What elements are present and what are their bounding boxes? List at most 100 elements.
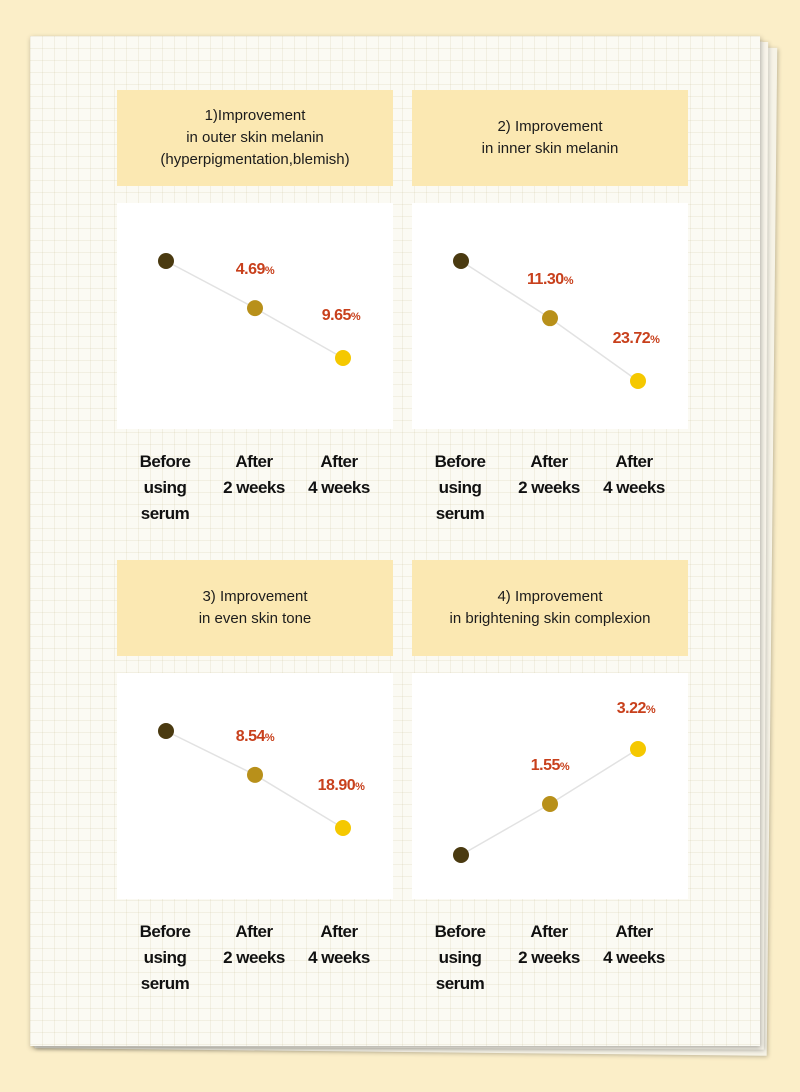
data-label-value: 1.55 [531, 757, 561, 774]
x-axis-labels: Before using serum After 2 weeks After 4 weeks [412, 449, 688, 529]
x-tick-label-line: 4 weeks [603, 478, 665, 497]
data-point-1 [158, 723, 174, 739]
line-chart: 11.30%23.72% [453, 253, 661, 389]
x-tick-label-1: Before using serum [415, 449, 505, 527]
data-label-unit: % [564, 275, 574, 287]
x-tick-label-line: using [143, 948, 187, 967]
x-tick-label-line: serum [140, 974, 190, 993]
data-label-unit: % [560, 761, 570, 773]
x-tick-label-line: After [235, 452, 273, 471]
x-tick-label-line: serum [435, 504, 485, 523]
data-label-value: 4.69 [236, 261, 266, 278]
chart-title-line: 2) Improvement [497, 118, 603, 135]
x-tick-label-line: using [438, 948, 482, 967]
data-point-3 [335, 820, 351, 836]
line-chart: 1.55%3.22% [453, 700, 656, 863]
chart-title-line: in outer skin melanin [186, 129, 324, 146]
data-label-value: 9.65 [322, 307, 352, 324]
data-point-2 [542, 795, 558, 812]
x-tick-label-1: Before using serum [415, 919, 505, 997]
x-tick-label-line: serum [435, 974, 485, 993]
x-tick-label-2: After 2 weeks [209, 919, 299, 971]
x-tick-label-line: After [530, 452, 568, 471]
data-label-3: 3.22% [617, 700, 656, 717]
x-tick-label-line: using [143, 478, 187, 497]
x-tick-label-1: Before using serum [120, 449, 210, 527]
chart-title: 4) Improvement in brightening skin comple… [412, 560, 688, 656]
data-label-value: 18.90 [318, 777, 356, 794]
plot-area: 8.54% 18.90% [117, 673, 393, 899]
plot-area: 11.30% 23.72% [412, 203, 688, 429]
chart-title-line: in even skin tone [198, 610, 312, 627]
chart-title-line: 1)Improvement [204, 107, 306, 124]
data-label-value: 3.22 [617, 700, 647, 717]
data-point-1 [158, 253, 174, 269]
data-label-unit: % [265, 732, 275, 744]
x-tick-label-line: After [615, 452, 653, 471]
data-label-value: 8.54 [236, 728, 266, 745]
x-tick-label-line: Before [139, 922, 191, 941]
data-label-2: 11.30% [527, 271, 574, 288]
plot-area: 4.69% 9.65% [117, 203, 393, 429]
x-tick-label-line: After [320, 922, 358, 941]
x-tick-label-line: 2 weeks [518, 478, 580, 497]
chart-title-line: in brightening skin complexion [449, 610, 651, 627]
x-tick-label-line: Before [434, 922, 486, 941]
data-label-2: 4.69% [236, 261, 275, 278]
x-tick-label-2: After 2 weeks [209, 449, 299, 501]
data-point-1 [453, 847, 469, 863]
line-chart: 8.54%18.90% [158, 723, 366, 836]
data-label-value: 11.30 [527, 271, 564, 288]
data-label-unit: % [355, 781, 365, 793]
data-point-3 [630, 741, 646, 757]
x-tick-label-1: Before using serum [120, 919, 210, 997]
data-point-3 [630, 373, 646, 389]
data-label-3: 18.90% [318, 777, 366, 794]
data-label-unit: % [351, 311, 361, 323]
x-axis-labels: Before using serum After 2 weeks After 4 weeks [412, 919, 688, 999]
data-label-unit: % [650, 334, 660, 346]
data-label-3: 23.72% [613, 330, 661, 347]
data-point-1 [453, 253, 469, 269]
plot-area: 1.55% 3.22% [412, 673, 688, 899]
x-tick-label-line: Before [139, 452, 191, 471]
chart-title: 2) Improvement in inner skin melanin [412, 90, 688, 186]
x-tick-label-line: 4 weeks [308, 948, 370, 967]
data-point-3 [335, 350, 351, 366]
x-tick-label-line: using [438, 478, 482, 497]
x-axis-labels: Before using serum After 2 weeks After 4 weeks [117, 449, 393, 529]
x-tick-label-line: After [320, 452, 358, 471]
x-tick-label-2: After 2 weeks [504, 919, 594, 971]
data-point-2 [247, 300, 263, 317]
data-point-2 [247, 766, 263, 783]
data-label-value: 23.72 [613, 330, 651, 347]
x-tick-label-3: After 4 weeks [589, 919, 679, 971]
x-tick-label-line: 4 weeks [308, 478, 370, 497]
x-tick-label-3: After 4 weeks [294, 449, 384, 501]
line-chart: 4.69%9.65% [158, 253, 361, 366]
x-tick-label-line: After [615, 922, 653, 941]
data-label-unit: % [646, 704, 656, 716]
chart-title: 3) Improvement in even skin tone [117, 560, 393, 656]
chart-title-line: in inner skin melanin [481, 140, 619, 157]
x-tick-label-line: After [235, 922, 273, 941]
x-tick-label-line: serum [140, 504, 190, 523]
x-axis-labels: Before using serum After 2 weeks After 4 weeks [117, 919, 393, 999]
data-label-2: 1.55% [531, 757, 570, 774]
data-label-3: 9.65% [322, 307, 361, 324]
chart-title-line: 4) Improvement [497, 588, 603, 605]
data-label-2: 8.54% [236, 728, 275, 745]
data-label-unit: % [265, 265, 275, 277]
x-tick-label-line: 2 weeks [223, 948, 285, 967]
data-point-2 [542, 310, 558, 327]
x-tick-label-3: After 4 weeks [589, 449, 679, 501]
x-tick-label-line: Before [434, 452, 486, 471]
x-tick-label-line: After [530, 922, 568, 941]
chart-title-line: (hyperpigmentation,blemish) [160, 151, 350, 168]
x-tick-label-3: After 4 weeks [294, 919, 384, 971]
x-tick-label-line: 2 weeks [223, 478, 285, 497]
x-tick-label-line: 2 weeks [518, 948, 580, 967]
chart-title-line: 3) Improvement [202, 588, 308, 605]
x-tick-label-2: After 2 weeks [504, 449, 594, 501]
x-tick-label-line: 4 weeks [603, 948, 665, 967]
